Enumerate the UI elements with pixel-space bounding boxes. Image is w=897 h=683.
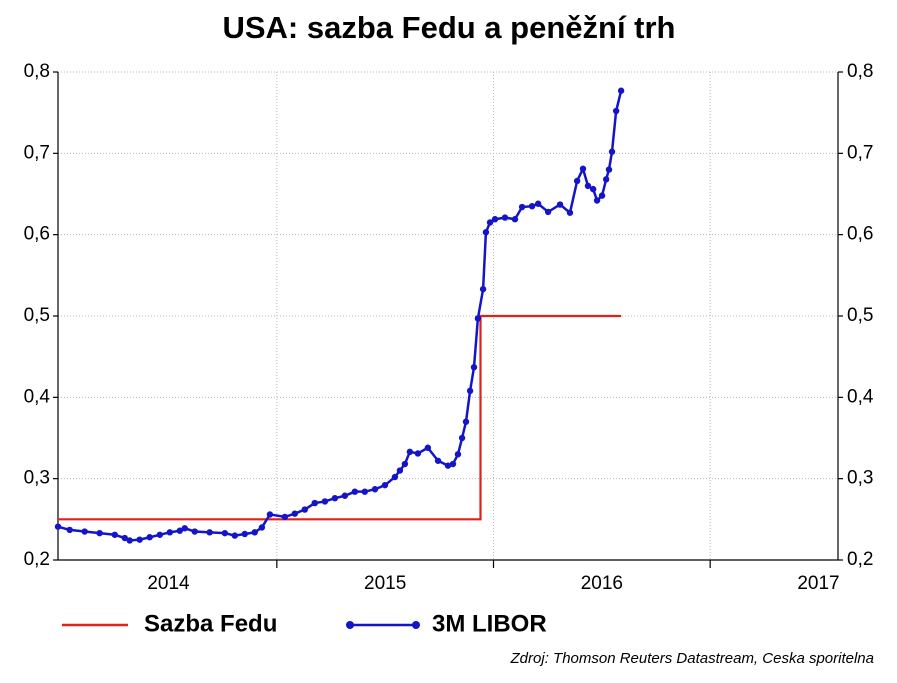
data-point — [321, 498, 329, 505]
data-point — [391, 473, 399, 481]
y-tick-label: 0,7 — [24, 142, 50, 163]
data-point — [156, 531, 164, 538]
data-point — [291, 510, 299, 517]
data-point — [181, 525, 188, 532]
data-point — [311, 499, 318, 507]
data-point — [126, 537, 133, 544]
x-tick-label: 2017 — [797, 573, 839, 594]
y2-tick-label: 0,7 — [847, 142, 873, 163]
data-point — [54, 523, 62, 530]
data-point — [66, 526, 73, 534]
data-point — [511, 216, 519, 223]
data-point — [266, 511, 274, 518]
y2-tick-label: 0,4 — [847, 386, 874, 407]
data-point — [381, 481, 389, 489]
x-tick-label: 2015 — [364, 573, 406, 594]
data-point — [331, 494, 339, 502]
legend-marker — [346, 621, 354, 629]
data-point — [341, 492, 349, 499]
data-point — [534, 200, 542, 207]
y2-tick-label: 0,3 — [847, 468, 873, 489]
data-point — [424, 444, 432, 451]
x-tick-label: 2014 — [147, 573, 190, 594]
data-point — [593, 197, 601, 204]
data-point — [479, 285, 487, 293]
legend-marker — [412, 621, 420, 629]
data-point — [486, 219, 494, 226]
data-point — [81, 528, 88, 535]
data-point — [491, 216, 499, 223]
y-tick-label: 0,2 — [24, 549, 50, 570]
data-point — [166, 529, 173, 536]
series-line — [58, 314, 622, 521]
data-point — [176, 527, 183, 534]
data-point — [206, 529, 213, 536]
data-point — [444, 462, 452, 469]
data-point — [251, 529, 258, 536]
data-point — [466, 387, 474, 395]
data-point — [518, 203, 526, 211]
data-point — [146, 534, 153, 541]
data-point — [462, 418, 470, 425]
data-point — [401, 460, 409, 468]
data-point — [605, 166, 613, 173]
data-point — [258, 524, 266, 531]
data-point — [617, 87, 625, 94]
y2-tick-label: 0,8 — [847, 61, 873, 82]
data-point — [528, 203, 536, 210]
data-point — [96, 529, 103, 537]
data-point — [361, 488, 368, 495]
data-point — [281, 513, 289, 521]
data-point — [231, 532, 238, 539]
data-point — [191, 528, 198, 535]
data-point — [573, 177, 581, 185]
data-point — [449, 460, 457, 468]
data-point — [584, 182, 592, 190]
data-point — [589, 185, 597, 193]
data-point — [414, 450, 422, 457]
data-point — [406, 448, 414, 456]
y2-tick-label: 0,2 — [847, 549, 873, 570]
y-tick-label: 0,8 — [24, 61, 50, 82]
data-point — [434, 457, 442, 464]
x-tick-label: 2016 — [581, 573, 623, 594]
data-point — [612, 107, 620, 115]
y2-tick-label: 0,6 — [847, 224, 873, 245]
data-point — [221, 529, 229, 537]
data-point — [544, 208, 552, 216]
data-point — [121, 534, 128, 542]
data-point — [301, 506, 308, 513]
y-tick-label: 0,5 — [24, 305, 50, 326]
data-point — [454, 451, 462, 458]
data-point — [396, 467, 404, 474]
data-point — [136, 536, 143, 543]
y-tick-label: 0,6 — [24, 224, 50, 245]
data-point — [470, 364, 478, 371]
data-point — [608, 148, 616, 155]
y-tick-label: 0,3 — [24, 468, 50, 489]
source-note: Zdroj: Thomson Reuters Datastream, Ceska… — [510, 650, 874, 667]
data-point — [556, 201, 564, 208]
chart-title: USA: sazba Fedu a peněžní trh — [222, 10, 675, 45]
data-point — [111, 531, 118, 538]
data-point — [501, 214, 509, 221]
data-point — [241, 530, 248, 538]
data-point — [351, 488, 359, 495]
data-point — [579, 165, 587, 172]
data-point — [598, 192, 606, 199]
legend-label: 3M LIBOR — [432, 610, 547, 637]
data-point — [566, 209, 574, 216]
data-point — [458, 434, 466, 442]
y-tick-label: 0,4 — [24, 386, 51, 407]
legend-label: Sazba Fedu — [144, 610, 277, 637]
y2-tick-label: 0,5 — [847, 305, 873, 326]
data-point — [474, 315, 482, 322]
data-point — [482, 229, 490, 236]
data-point — [371, 486, 379, 493]
data-point — [602, 176, 610, 183]
